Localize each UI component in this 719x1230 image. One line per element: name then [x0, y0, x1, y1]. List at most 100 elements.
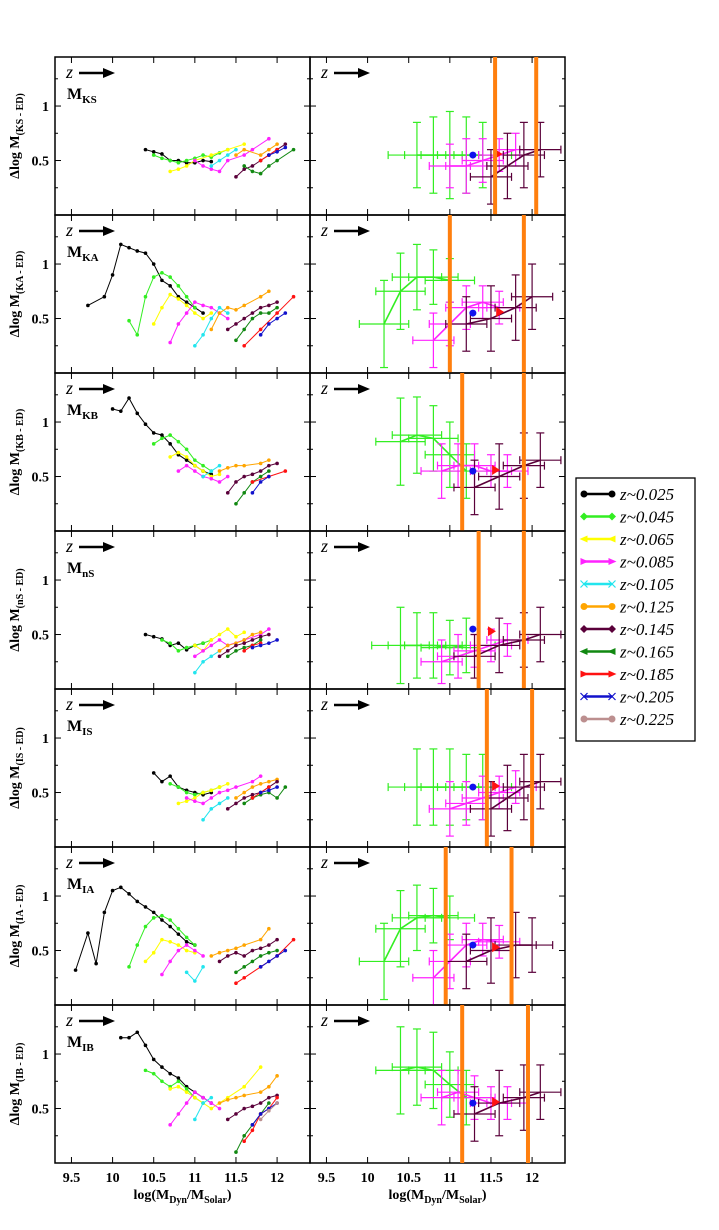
data-point — [201, 801, 205, 806]
data-point — [209, 305, 214, 310]
series-line — [252, 1102, 278, 1126]
right-series-group — [371, 531, 562, 689]
data-point — [258, 333, 263, 337]
data-point — [250, 164, 255, 168]
data-point — [176, 785, 181, 789]
z-label: z — [65, 220, 73, 240]
data-point — [250, 785, 255, 789]
data-point — [275, 1074, 279, 1078]
data-point — [217, 1101, 222, 1105]
x-axis-label-part: /M — [186, 1188, 204, 1203]
legend-marker — [579, 535, 588, 543]
data-point — [250, 792, 255, 797]
data-point — [160, 937, 164, 942]
y-axis-label-sub: (IA - ED) — [15, 885, 26, 924]
data-point — [176, 641, 181, 646]
z-arrow-head — [103, 858, 115, 868]
series-line — [465, 944, 533, 963]
z-label: z — [320, 1010, 328, 1030]
data-point — [242, 142, 246, 146]
x-tick-label: 9.5 — [63, 1171, 81, 1186]
left-series-group — [119, 1030, 279, 1154]
data-point — [143, 251, 148, 255]
data-point — [275, 937, 279, 942]
blue-point — [469, 625, 477, 633]
x-tick-label: 9.5 — [318, 1171, 336, 1186]
data-point — [86, 303, 90, 308]
data-point — [250, 638, 255, 642]
data-point — [193, 670, 197, 675]
z-arrow-head — [358, 1016, 370, 1026]
data-point — [201, 641, 205, 646]
series-line — [227, 462, 278, 494]
data-point — [242, 343, 246, 348]
data-point — [193, 643, 197, 648]
x-tick-label: 10 — [106, 1171, 120, 1186]
data-point — [258, 461, 263, 466]
data-point — [168, 284, 172, 288]
data-point — [242, 1084, 246, 1089]
data-point — [242, 463, 246, 468]
data-point — [176, 322, 181, 326]
data-point — [283, 785, 288, 789]
data-point — [143, 294, 148, 299]
left-panel-frame — [54, 530, 311, 690]
legend-marker — [608, 625, 616, 633]
series-line — [120, 1031, 212, 1104]
legend-marker — [580, 558, 589, 565]
data-point — [168, 782, 172, 786]
right-series-group — [387, 57, 562, 215]
data-point — [176, 167, 181, 172]
data-point — [184, 943, 189, 947]
data-point — [168, 1071, 172, 1076]
data-point — [250, 491, 255, 495]
data-point — [283, 311, 288, 315]
data-point — [143, 1043, 148, 1048]
data-point — [151, 322, 156, 326]
legend-marker-b — [608, 580, 616, 588]
data-point — [168, 455, 172, 459]
data-point — [209, 327, 214, 332]
right-series-group — [358, 215, 554, 373]
data-point — [168, 940, 172, 944]
data-point — [225, 311, 230, 315]
data-point — [217, 632, 222, 637]
data-point — [184, 970, 189, 975]
data-point — [283, 948, 288, 953]
data-point — [176, 926, 181, 931]
data-point — [234, 785, 238, 789]
z-arrow-head — [103, 68, 115, 78]
data-point — [184, 463, 189, 468]
data-point — [201, 954, 205, 958]
data-point — [143, 905, 148, 909]
x-tick-label: 11 — [443, 1171, 456, 1186]
legend-item: z~0.045 — [580, 508, 674, 527]
y-tick-label: 0.5 — [32, 945, 50, 960]
data-point — [225, 466, 230, 470]
data-point — [143, 959, 148, 964]
data-point — [225, 807, 230, 811]
x-tick-label: 10 — [361, 1171, 375, 1186]
data-point — [176, 1084, 181, 1089]
data-point — [242, 147, 246, 152]
data-point — [267, 458, 271, 462]
data-point — [258, 153, 263, 157]
data-point — [201, 303, 205, 308]
data-point — [135, 899, 140, 904]
data-point — [168, 959, 172, 964]
data-point — [201, 311, 205, 315]
data-point — [275, 311, 279, 315]
data-point — [151, 442, 156, 446]
data-point — [275, 316, 279, 321]
left-panel-frame — [54, 846, 311, 1006]
data-point — [291, 294, 296, 299]
right-series-group — [375, 1005, 562, 1163]
data-point — [143, 422, 148, 427]
data-point — [242, 1093, 246, 1098]
blue-point — [469, 783, 477, 791]
data-point — [176, 450, 181, 455]
data-point — [234, 1150, 238, 1154]
data-point — [250, 316, 255, 321]
data-point — [225, 948, 230, 953]
data-point — [209, 1095, 214, 1100]
